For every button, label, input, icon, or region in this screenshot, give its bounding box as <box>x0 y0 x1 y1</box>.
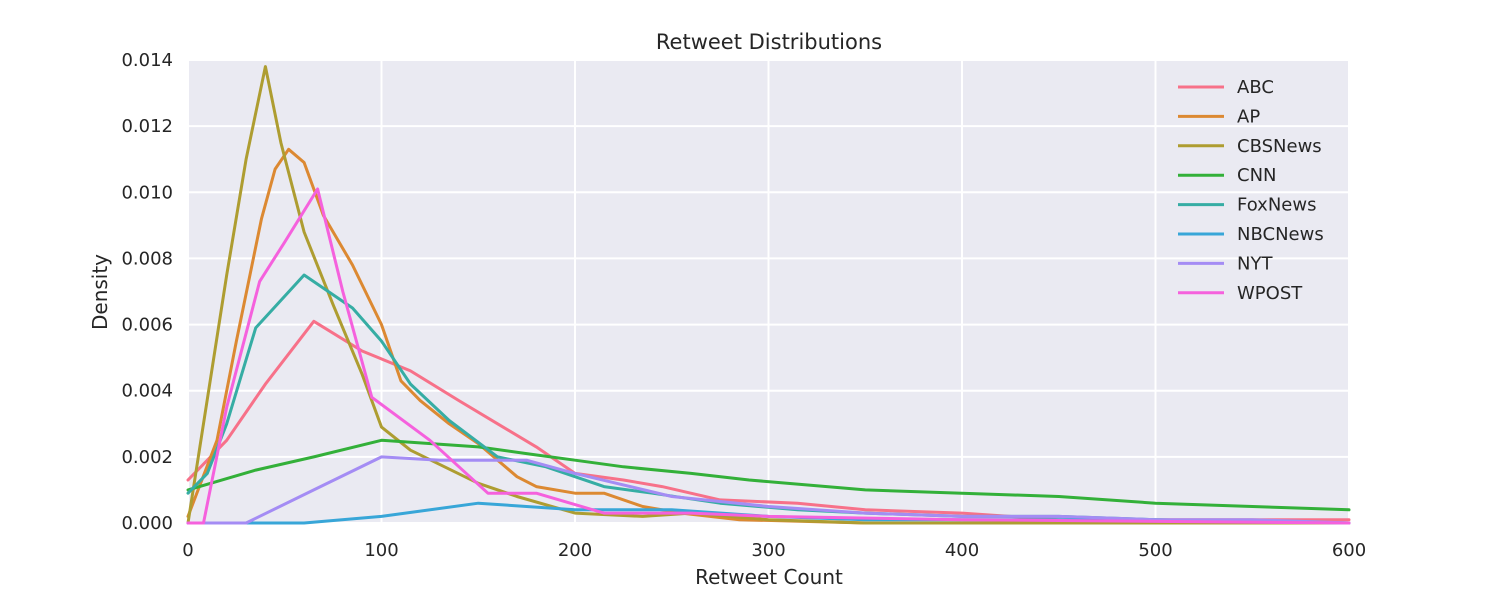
chart-legend: ABC AP CBSNews CNN FoxNews NBCNews NYT WPOST <box>1178 77 1324 304</box>
chart-title: Retweet Distributions <box>656 30 882 54</box>
y-tick-label: 0.014 <box>121 50 173 71</box>
legend-label-ap: AP <box>1237 106 1260 127</box>
y-tick-label: 0.004 <box>121 381 173 402</box>
x-tick-label: 300 <box>751 540 785 561</box>
y-tick-label: 0.010 <box>121 182 173 203</box>
legend-label-cnn: CNN <box>1237 165 1277 186</box>
y-tick-label: 0.012 <box>121 116 173 137</box>
legend-label-nyt: NYT <box>1237 253 1273 274</box>
x-tick-label: 600 <box>1332 540 1366 561</box>
legend-label-foxnews: FoxNews <box>1237 195 1316 216</box>
x-tick-label: 0 <box>182 540 193 561</box>
y-axis-label: Density <box>88 254 112 330</box>
series-lines <box>186 65 1351 525</box>
series-line-nyt <box>186 455 1351 525</box>
legend-label-cbsnews: CBSNews <box>1237 136 1322 157</box>
x-axis-ticks: 0 100 200 300 400 500 600 <box>182 540 1366 561</box>
x-tick-label: 100 <box>364 540 398 561</box>
y-axis-ticks: 0.000 0.002 0.004 0.006 0.008 0.010 0.012 0.014 <box>121 50 173 534</box>
x-tick-label: 400 <box>945 540 979 561</box>
legend-label-abc: ABC <box>1237 77 1274 98</box>
legend-label-wpost: WPOST <box>1237 283 1303 304</box>
y-tick-label: 0.000 <box>121 513 173 534</box>
y-tick-label: 0.002 <box>121 447 173 468</box>
y-tick-label: 0.006 <box>121 315 173 336</box>
series-line-wpost <box>186 187 1351 525</box>
x-axis-label: Retweet Count <box>695 565 843 589</box>
x-tick-label: 500 <box>1138 540 1172 561</box>
x-tick-label: 200 <box>558 540 592 561</box>
legend-label-nbcnews: NBCNews <box>1237 224 1324 245</box>
y-tick-label: 0.008 <box>121 248 173 269</box>
series-line-cnn <box>186 438 1351 512</box>
